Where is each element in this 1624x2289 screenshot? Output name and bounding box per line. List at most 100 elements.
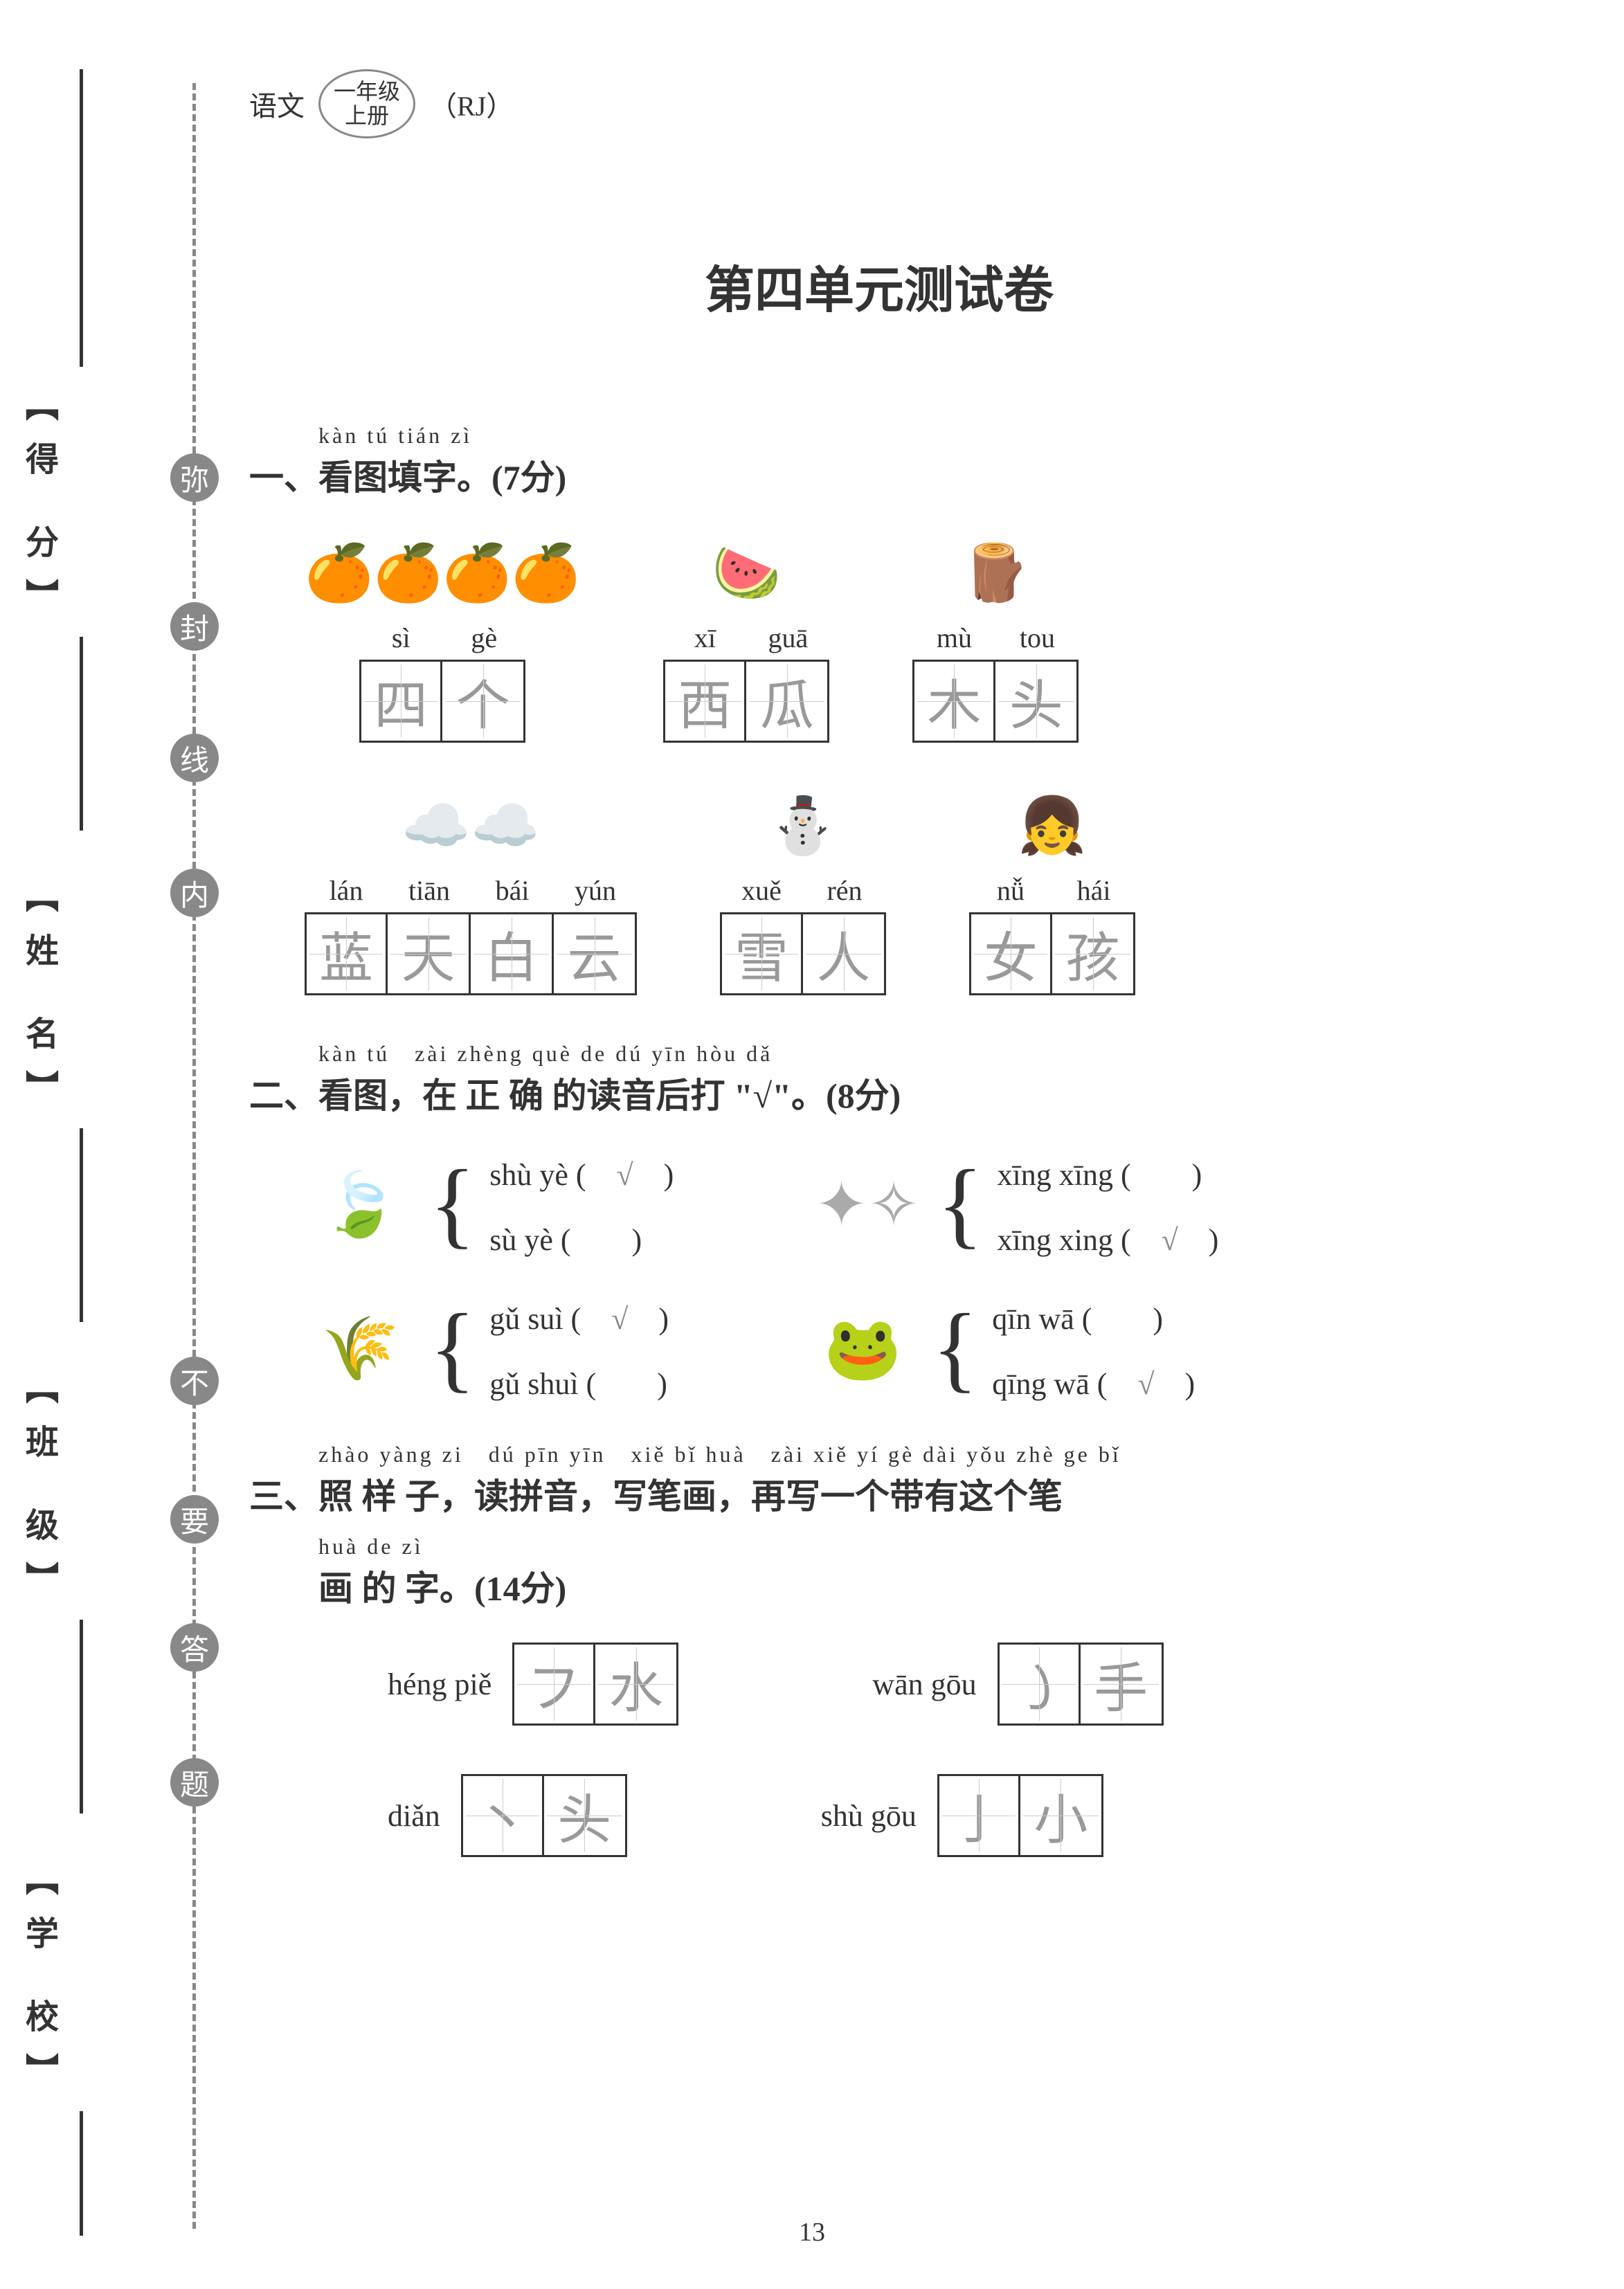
char-cell[interactable]: 头 (544, 1774, 627, 1857)
q3-item: wān gōu ㇁手 (872, 1643, 1163, 1726)
q3-row: héng piě フ水 wān gōu ㇁手 (388, 1643, 1509, 1726)
seal-char: 答 (170, 1623, 219, 1672)
picture-icon: 🍊🍊🍊🍊 (305, 532, 580, 615)
seal-char: 弥 (170, 453, 219, 502)
q3-item: diǎn 丶头 (388, 1774, 627, 1857)
q2-item: 🌾{gǔ suì ( √ )gǔ shuì ( ) (305, 1294, 669, 1403)
char-cell[interactable]: 丶 (461, 1774, 544, 1857)
q3-item: shù gōu 亅小 (821, 1774, 1103, 1857)
q1-row: 🍊🍊🍊🍊 sìgè 四个 🍉xīguā西瓜 🪵 mùtou 木头 (305, 532, 1509, 743)
brace-icon: { (429, 1166, 476, 1243)
seal-line (192, 83, 196, 2229)
option-line[interactable]: sù yè ( ) (489, 1215, 674, 1259)
char-cell[interactable]: 女 (969, 912, 1052, 995)
option-line[interactable]: shù yè ( √ ) (489, 1150, 674, 1194)
option-column: xīng xīng ( ) xīng xing ( √ ) (998, 1150, 1219, 1259)
char-cell[interactable]: フ (512, 1643, 595, 1726)
q2-item: 🐸{qīn wā ( )qīng wā ( √ ) (807, 1294, 1195, 1403)
char-cell[interactable]: 木 (912, 660, 995, 743)
picture-icon: ☁️☁️ (402, 784, 539, 867)
char-cell[interactable]: 孩 (1052, 912, 1135, 995)
main-content: 语文 一年级 上册 （RJ） 第四单元测试卷 kàn tú tián zì 一、… (249, 0, 1564, 1906)
seal-char: 不 (170, 1357, 219, 1405)
q1-item: ☁️☁️ lántiānbáiyún 蓝天白云 (305, 784, 637, 995)
q1-heading: kàn tú tián zì 一、看图填字。(7分) (249, 419, 1509, 504)
q1-row: ☁️☁️ lántiānbáiyún 蓝天白云 ⛄ xuěrén 雪人 👧nǚhái女孩 (305, 784, 1509, 995)
option-line[interactable]: gǔ shuì ( ) (489, 1359, 669, 1403)
char-cell[interactable]: 西 (663, 660, 746, 743)
char-cell[interactable]: 个 (442, 660, 525, 743)
q3-grid: héng piě フ水 wān gōu ㇁手 diǎn 丶头 shù gōu 亅小 (249, 1643, 1509, 1857)
picture-icon: 🍉 (712, 532, 782, 615)
page-title: 第四单元测试卷 (249, 249, 1509, 322)
q1-item: 👧nǚhái女孩 (969, 784, 1135, 995)
page-number: 13 (799, 2217, 825, 2247)
pinyin-labels: sìgè (359, 622, 525, 654)
char-cell[interactable]: 人 (803, 912, 886, 995)
stroke-label: shù gōu (821, 1798, 917, 1834)
option-line[interactable]: xīng xing ( √ ) (998, 1215, 1219, 1259)
char-cell[interactable]: 手 (1081, 1643, 1164, 1726)
brace-icon: { (937, 1166, 983, 1243)
option-column: shù yè ( √ ) sù yè ( ) (489, 1150, 674, 1259)
grade-badge: 一年级 上册 (318, 69, 415, 138)
picture-icon: 👧 (1018, 784, 1087, 867)
side-line (80, 637, 83, 831)
char-grid: 女孩 (969, 912, 1135, 995)
char-grid: 亅小 (937, 1774, 1103, 1857)
picture-icon: 🐸 (807, 1312, 918, 1385)
seal-char: 要 (170, 1495, 219, 1544)
edition-label: （RJ） (429, 84, 514, 124)
pinyin-labels: mùtou (912, 622, 1079, 654)
char-grid: 四个 (359, 660, 525, 743)
option-column: qīn wā ( ) qīng wā ( √ ) (992, 1294, 1195, 1403)
q2-row: 🍃{shù yè ( √ )sù yè ( )✦✧{xīng xīng ( )x… (305, 1150, 1509, 1259)
char-grid: 西瓜 (663, 660, 829, 743)
char-cell[interactable]: 天 (388, 912, 471, 995)
char-grid: 雪人 (720, 912, 886, 995)
q2-item: 🍃{ shù yè ( √ ) sù yè ( ) (305, 1150, 674, 1259)
stroke-label: wān gōu (872, 1667, 976, 1702)
seal-char: 内 (170, 869, 219, 917)
option-line[interactable]: gǔ suì ( √ ) (489, 1294, 669, 1338)
option-column: gǔ suì ( √ ) gǔ shuì ( ) (489, 1294, 669, 1403)
picture-icon: ⛄ (768, 784, 838, 867)
q2-heading: kàn tú zài zhèng què de dú yīn hòu dǎ 二、… (249, 1037, 1509, 1122)
side-line (80, 1620, 83, 1813)
side-line (80, 69, 83, 367)
char-grid: フ水 (512, 1643, 678, 1726)
char-cell[interactable]: ㇁ (998, 1643, 1081, 1726)
char-grid: 蓝天白云 (305, 912, 637, 995)
char-cell[interactable]: 亅 (937, 1774, 1020, 1857)
option-line[interactable]: xīng xīng ( ) (998, 1150, 1219, 1194)
side-label-school: 【学 校】 (14, 1862, 62, 2107)
q3-item: héng piě フ水 (388, 1643, 678, 1726)
char-cell[interactable]: 水 (595, 1643, 678, 1726)
pinyin-labels: xuěrén (720, 874, 886, 907)
stroke-label: diǎn (388, 1798, 440, 1834)
q1-item: 🍉xīguā西瓜 (663, 532, 829, 743)
q1-item: ⛄ xuěrén 雪人 (720, 784, 886, 995)
page-header: 语文 一年级 上册 （RJ） (249, 69, 1509, 138)
pinyin-labels: lántiānbáiyún (305, 874, 637, 907)
char-cell[interactable]: 雪 (720, 912, 803, 995)
stroke-label: héng piě (388, 1667, 491, 1702)
seal-char: 封 (170, 602, 219, 651)
char-cell[interactable]: 云 (554, 912, 637, 995)
sidebar-margin: 【得 分】 【姓 名】 【班 级】 【学 校】 (0, 0, 180, 2289)
picture-icon: 🪵 (962, 532, 1031, 615)
char-cell[interactable]: 白 (471, 912, 554, 995)
char-cell[interactable]: 四 (359, 660, 442, 743)
option-line[interactable]: qīn wā ( ) (992, 1294, 1195, 1338)
q1-item: 🪵 mùtou 木头 (912, 532, 1079, 743)
q3-heading: zhào yàng zi dú pīn yīn xiě bǐ huà zài x… (249, 1438, 1509, 1615)
brace-icon: { (429, 1310, 476, 1387)
char-cell[interactable]: 瓜 (746, 660, 829, 743)
char-cell[interactable]: 小 (1020, 1774, 1103, 1857)
side-label-score: 【得 分】 (14, 388, 62, 633)
option-line[interactable]: qīng wā ( √ ) (992, 1359, 1195, 1403)
char-cell[interactable]: 头 (995, 660, 1079, 743)
picture-icon: 🍃 (305, 1168, 415, 1241)
char-cell[interactable]: 蓝 (305, 912, 388, 995)
subject-label: 语文 (249, 84, 305, 124)
